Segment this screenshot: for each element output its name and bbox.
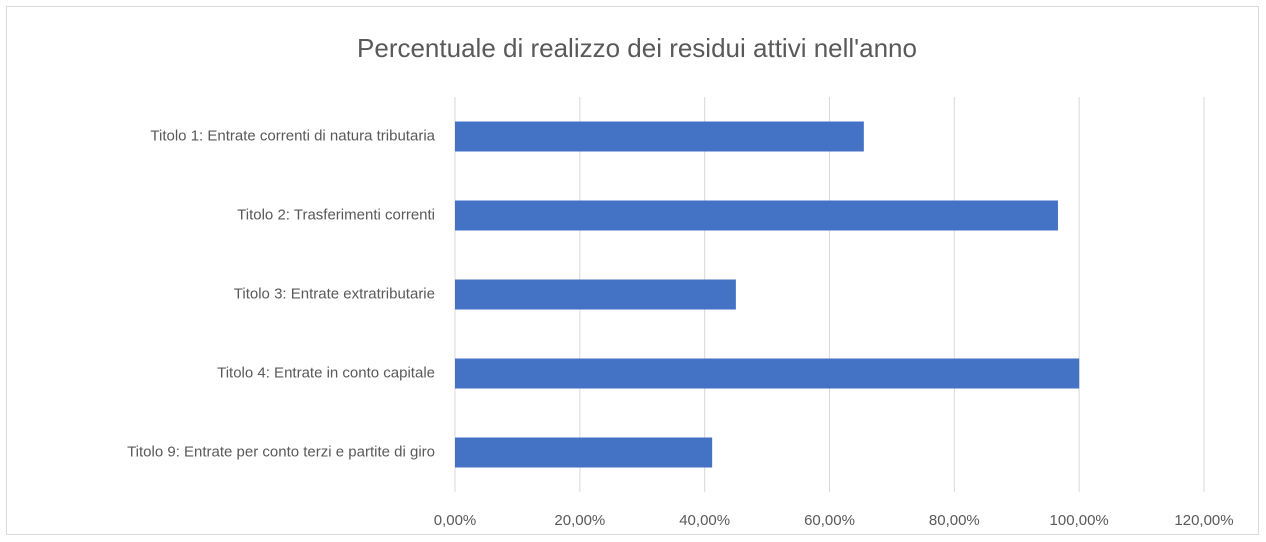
y-tick-label: Titolo 3: Entrate extratributarie bbox=[234, 285, 435, 302]
x-tick-label: 120,00% bbox=[1174, 512, 1233, 529]
y-tick-label: Titolo 2: Trasferimenti correnti bbox=[237, 206, 435, 223]
bar bbox=[455, 279, 736, 310]
x-tick-label: 100,00% bbox=[1050, 512, 1109, 529]
bar bbox=[455, 121, 864, 152]
bar bbox=[455, 437, 713, 468]
x-tick-label: 80,00% bbox=[929, 512, 980, 529]
bar bbox=[455, 200, 1058, 231]
x-tick-label: 20,00% bbox=[554, 512, 605, 529]
y-tick-label: Titolo 4: Entrate in conto capitale bbox=[217, 364, 435, 381]
y-tick-label: Titolo 9: Entrate per conto terzi e part… bbox=[127, 443, 435, 460]
x-tick-label: 60,00% bbox=[804, 512, 855, 529]
x-tick-label: 0,00% bbox=[434, 512, 477, 529]
bar bbox=[455, 358, 1080, 389]
chart-title: Percentuale di realizzo dei residui atti… bbox=[357, 33, 917, 63]
y-tick-label: Titolo 1: Entrate correnti di natura tri… bbox=[150, 127, 435, 144]
x-tick-label: 40,00% bbox=[679, 512, 730, 529]
